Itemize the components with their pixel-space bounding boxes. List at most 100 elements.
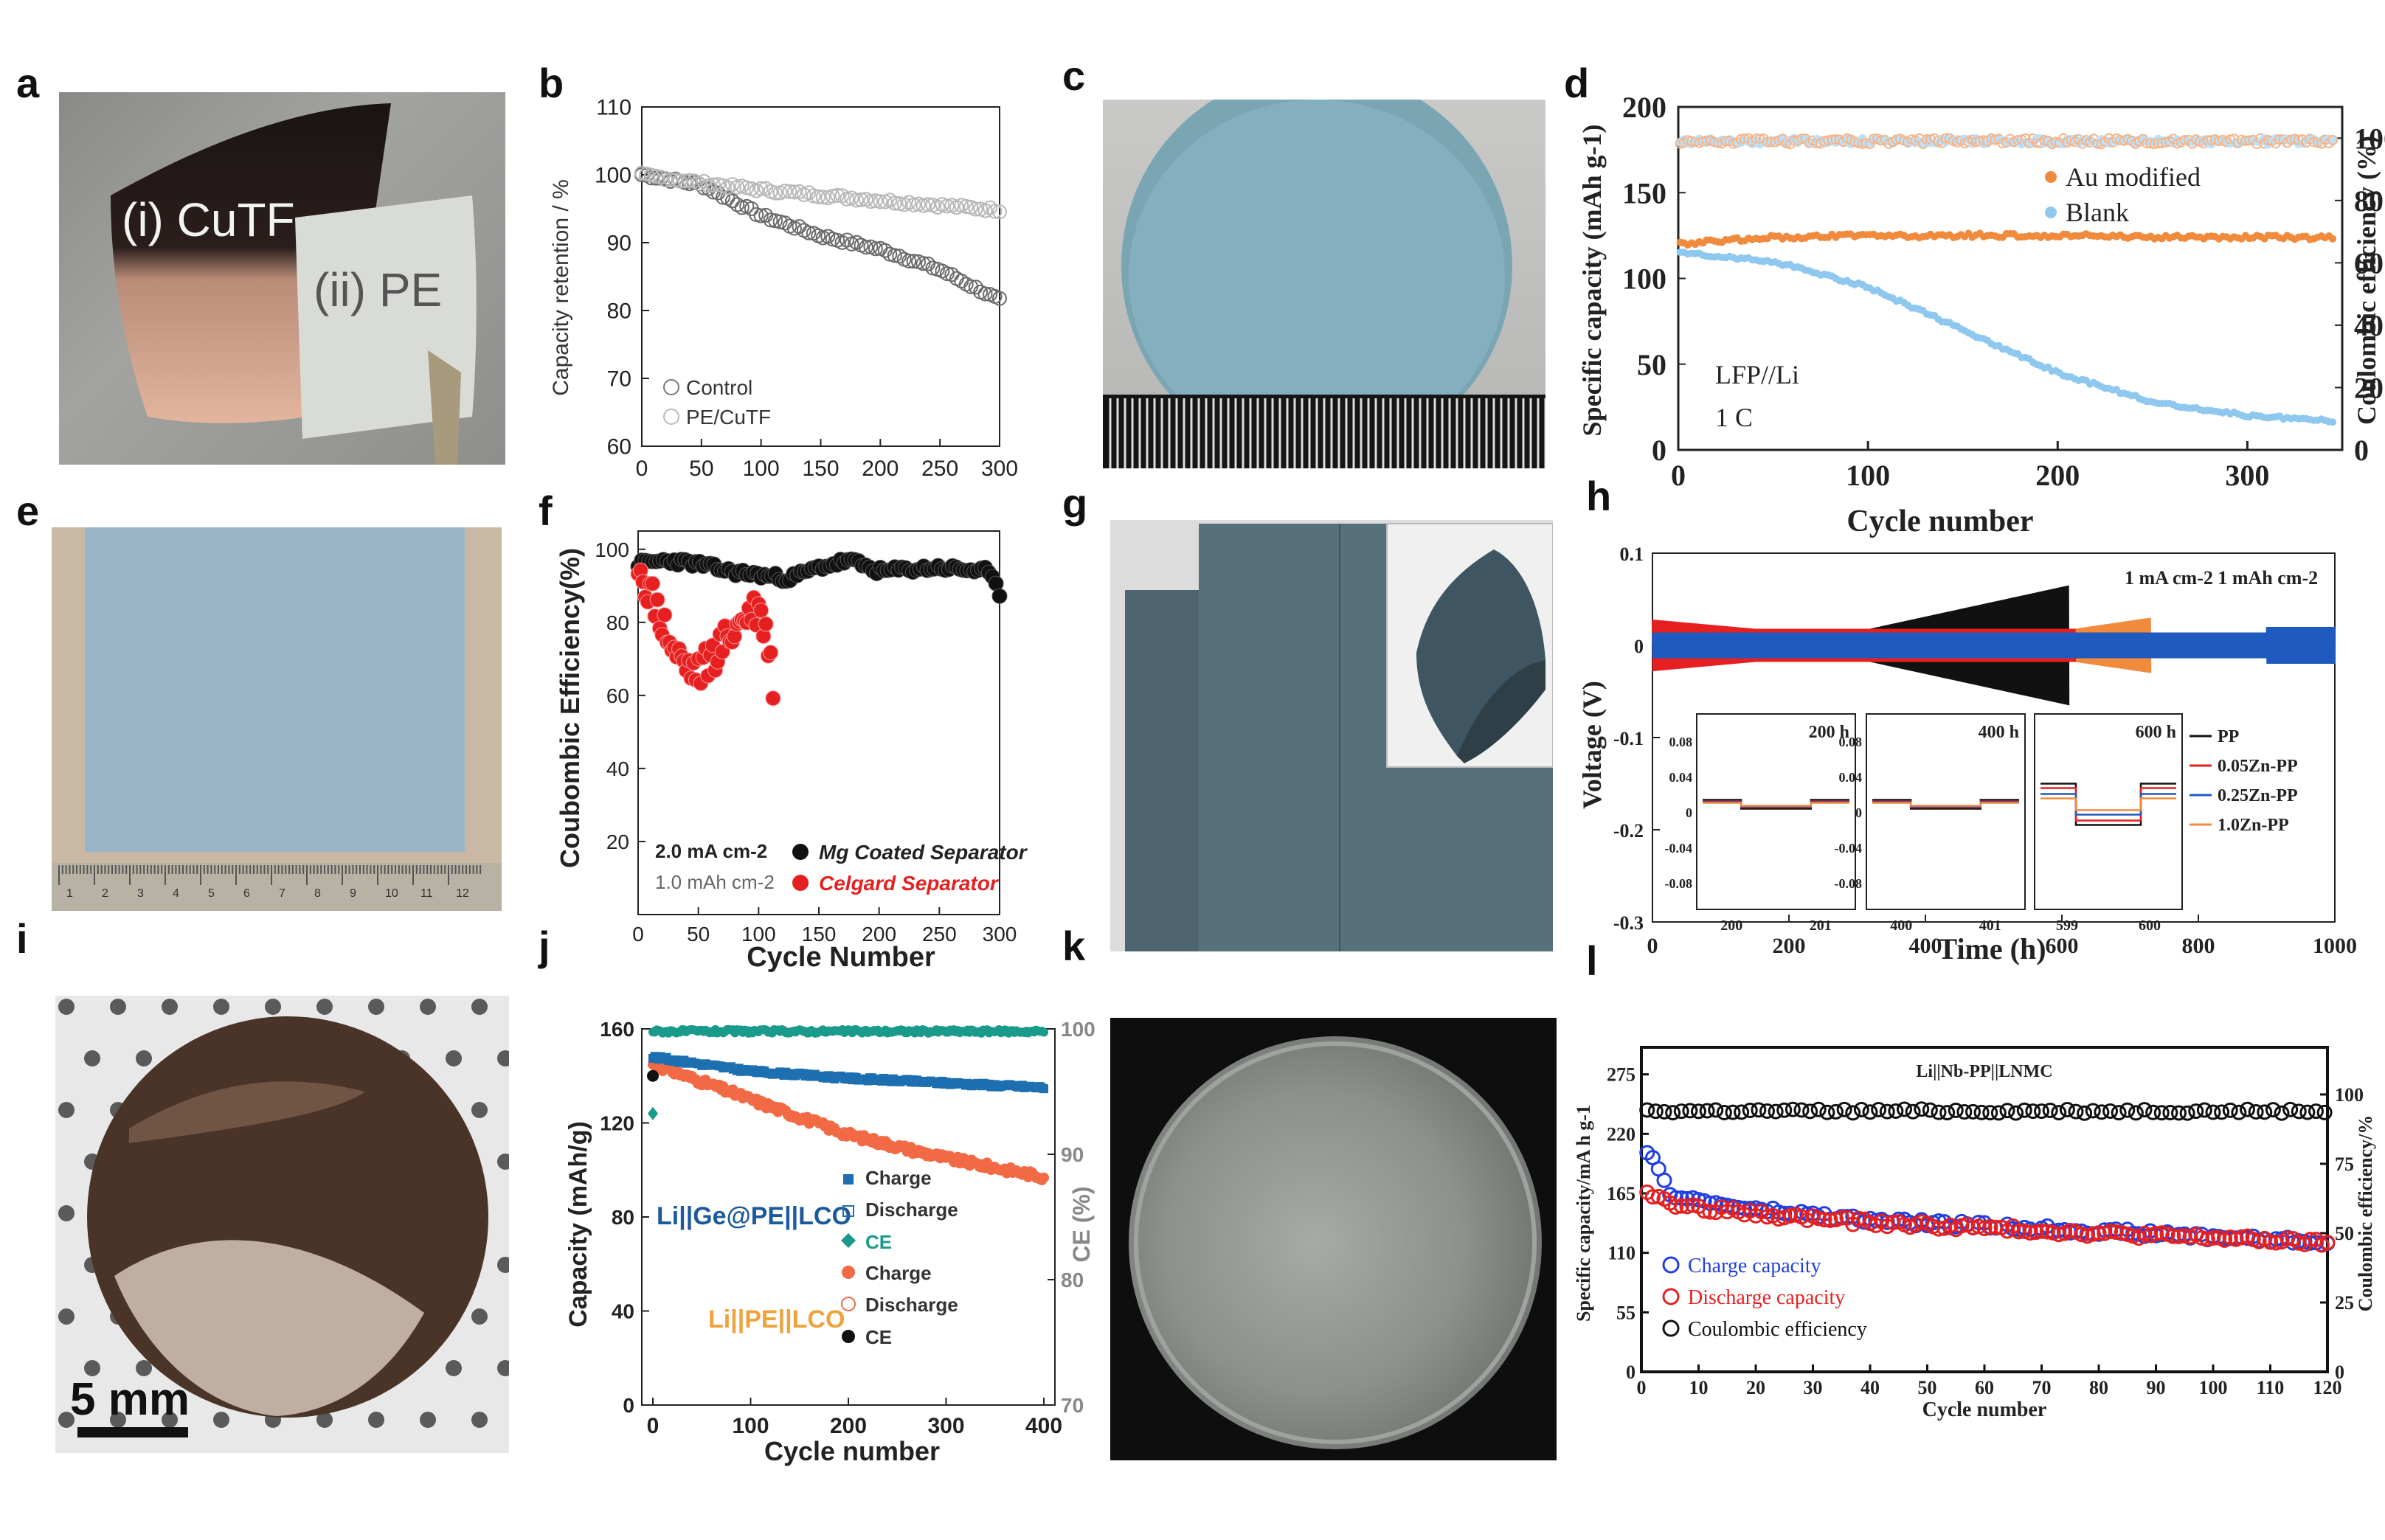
chart-f-ytick-label: 100 bbox=[595, 538, 629, 561]
chart-b-point-control bbox=[954, 274, 969, 289]
chart-l-point-ce bbox=[1810, 1101, 1827, 1117]
chart-l-point-discharge bbox=[1833, 1210, 1849, 1226]
legend-d-au: Au modified bbox=[2066, 162, 2201, 192]
chart-b-point-control bbox=[877, 243, 893, 258]
hole-dot bbox=[471, 1308, 488, 1325]
chart-h-ytick-label: 0 bbox=[1634, 636, 1644, 657]
hole-dot bbox=[446, 1360, 462, 1376]
panel-label-d: d bbox=[1564, 60, 1590, 106]
chart-l-xtick-label: 70 bbox=[2032, 1377, 2052, 1398]
legend-j-charge-ge-marker bbox=[843, 1174, 854, 1185]
legend-f-celgard-marker bbox=[792, 875, 809, 891]
chart-b-point-pecutf bbox=[854, 192, 869, 207]
chart-h-inset-ytick: -0.08 bbox=[1835, 876, 1863, 891]
chart-l-point-ce bbox=[1828, 1103, 1844, 1120]
chart-b-point-pecutf bbox=[672, 173, 688, 189]
chart-l-point-ce bbox=[1647, 1103, 1664, 1120]
chart-l-y2tick-label: 100 bbox=[2335, 1084, 2364, 1106]
chart-h-inset-ytick: -0.04 bbox=[1665, 841, 1693, 856]
chart-d-y2tick-label: 80 bbox=[2354, 184, 2384, 218]
chart-j-ylabel-right: CE (%) bbox=[1068, 1186, 1095, 1262]
chart-b-xtick-label: 50 bbox=[689, 457, 713, 481]
chart-b-point-control bbox=[868, 241, 883, 257]
hole-dot bbox=[497, 1154, 509, 1170]
chart-f-point-celgard bbox=[763, 645, 779, 661]
chart-b-point-pecutf bbox=[834, 188, 850, 204]
hole-dot bbox=[446, 1050, 462, 1066]
chart-l-point-ce bbox=[2008, 1105, 2024, 1121]
chart-f-ytick-label: 20 bbox=[606, 830, 629, 853]
chart-d-ytick-label: 200 bbox=[1622, 91, 1666, 124]
chart-b-point-pecutf bbox=[863, 194, 879, 209]
photo-e-separator-sheet: 1 2 3 4 5 6 7 8 9 10 11 12 bbox=[52, 527, 502, 911]
chart-l-point-ce bbox=[1853, 1102, 1869, 1118]
legend-l-charge-marker bbox=[1662, 1256, 1680, 1274]
chart-l-point-ce bbox=[1871, 1101, 1887, 1117]
chart-b-point-pecutf bbox=[696, 173, 712, 189]
chart-h-inset-trace bbox=[2040, 783, 2176, 826]
chart-h-annotation: 1 mA cm-2 1 mAh cm-2 bbox=[2125, 567, 2318, 589]
chart-l-point-ce bbox=[1656, 1103, 1672, 1120]
chart-b-point-pecutf bbox=[786, 184, 802, 200]
chart-l-point-ce bbox=[2196, 1102, 2212, 1118]
photo-k-coated-disc bbox=[1110, 1018, 1557, 1460]
chart-l-point-ce bbox=[1948, 1102, 1964, 1118]
chart-h-inset-ytick: 0 bbox=[1686, 805, 1692, 820]
chart-b-point-pecutf bbox=[825, 188, 840, 204]
hole-dot bbox=[316, 999, 333, 1015]
legend-l-ce-marker bbox=[1662, 1319, 1680, 1337]
chart-b-ytick-label: 100 bbox=[595, 164, 631, 188]
chart-f: 0 50 100 150 200 250 300 20 40 60 80 100 Coubombic … bbox=[555, 530, 1028, 973]
chart-h-inset-ytick: -0.08 bbox=[1665, 876, 1693, 891]
chart-f-xtick-label: 150 bbox=[802, 923, 837, 946]
chart-b-point-control bbox=[858, 240, 873, 255]
panel-label-k: k bbox=[1062, 923, 1086, 969]
chart-l-ytick-label: 165 bbox=[1607, 1183, 1635, 1204]
chart-h: 0 200 400 600 800 1000 0.1 0 -0.1 -0.2 -0.3 Voltag… bbox=[1579, 544, 2357, 965]
chart-b-xtick-label: 200 bbox=[862, 457, 899, 481]
chart-l-point-ce bbox=[2162, 1105, 2178, 1121]
chart-h-xtick-label: 800 bbox=[2182, 934, 2215, 958]
chart-l-point-ce bbox=[1922, 1102, 1938, 1118]
chart-h-inset-title: 200 h bbox=[1809, 723, 1849, 742]
chart-l-point-ce bbox=[1990, 1105, 2007, 1121]
chart-l-point-discharge bbox=[1696, 1203, 1712, 1219]
chart-d-xlabel: Cycle number bbox=[1846, 504, 2033, 538]
chart-d-ylabel-right: Coulombic efficiency (%) bbox=[2352, 136, 2381, 425]
chart-b-xtick-label: 300 bbox=[981, 457, 1018, 481]
chart-b-point-control bbox=[992, 291, 1007, 306]
chart-b-point-control bbox=[753, 208, 769, 223]
chart-l-point-ce bbox=[2068, 1103, 2084, 1120]
chart-l-point-ce bbox=[1725, 1104, 1741, 1120]
chart-b-point-pecutf bbox=[662, 172, 678, 187]
chart-b-point-pecutf bbox=[706, 177, 721, 192]
chart-b-point-pecutf bbox=[987, 204, 1003, 219]
chart-l-point-ce bbox=[1888, 1103, 1904, 1119]
chart-h-ytick-label: -0.1 bbox=[1613, 728, 1644, 749]
chart-l-ytick-label: 55 bbox=[1616, 1302, 1635, 1323]
legend-b-control: Control bbox=[686, 376, 752, 399]
chart-j-xtick-label: 400 bbox=[1025, 1414, 1062, 1438]
chart-b-ylabel: Capacity retention / % bbox=[549, 179, 573, 395]
chart-b-point-pecutf bbox=[648, 168, 664, 184]
hole-dot bbox=[368, 1412, 384, 1428]
chart-b-point-pecutf bbox=[768, 185, 783, 201]
photo-g-flexible-separator bbox=[1110, 520, 1553, 951]
chart-h-xtick-label: 1000 bbox=[2313, 934, 2357, 958]
chart-l-point-ce bbox=[2214, 1104, 2230, 1120]
panel-label-j: j bbox=[539, 923, 550, 969]
legend-j-charge-pe: Charge bbox=[865, 1262, 932, 1284]
hole-dot bbox=[368, 999, 384, 1015]
chart-b-point-pecutf bbox=[830, 187, 845, 203]
chart-b-xtick-label: 0 bbox=[636, 457, 648, 481]
chart-h-inset-ytick: 0.08 bbox=[1839, 735, 1863, 749]
hole-dot bbox=[84, 1050, 100, 1066]
chart-l-point-discharge bbox=[1816, 1212, 1832, 1228]
chart-l-point-discharge bbox=[2199, 1231, 2215, 1247]
ruler-tick: 2 bbox=[102, 887, 108, 900]
chart-l-point-ce bbox=[2205, 1104, 2221, 1120]
chart-l-point-ce bbox=[2265, 1102, 2281, 1118]
chart-l-point-ce bbox=[1914, 1101, 1930, 1117]
chart-l-point-ce bbox=[1734, 1104, 1750, 1120]
hole-dot bbox=[58, 1412, 75, 1428]
